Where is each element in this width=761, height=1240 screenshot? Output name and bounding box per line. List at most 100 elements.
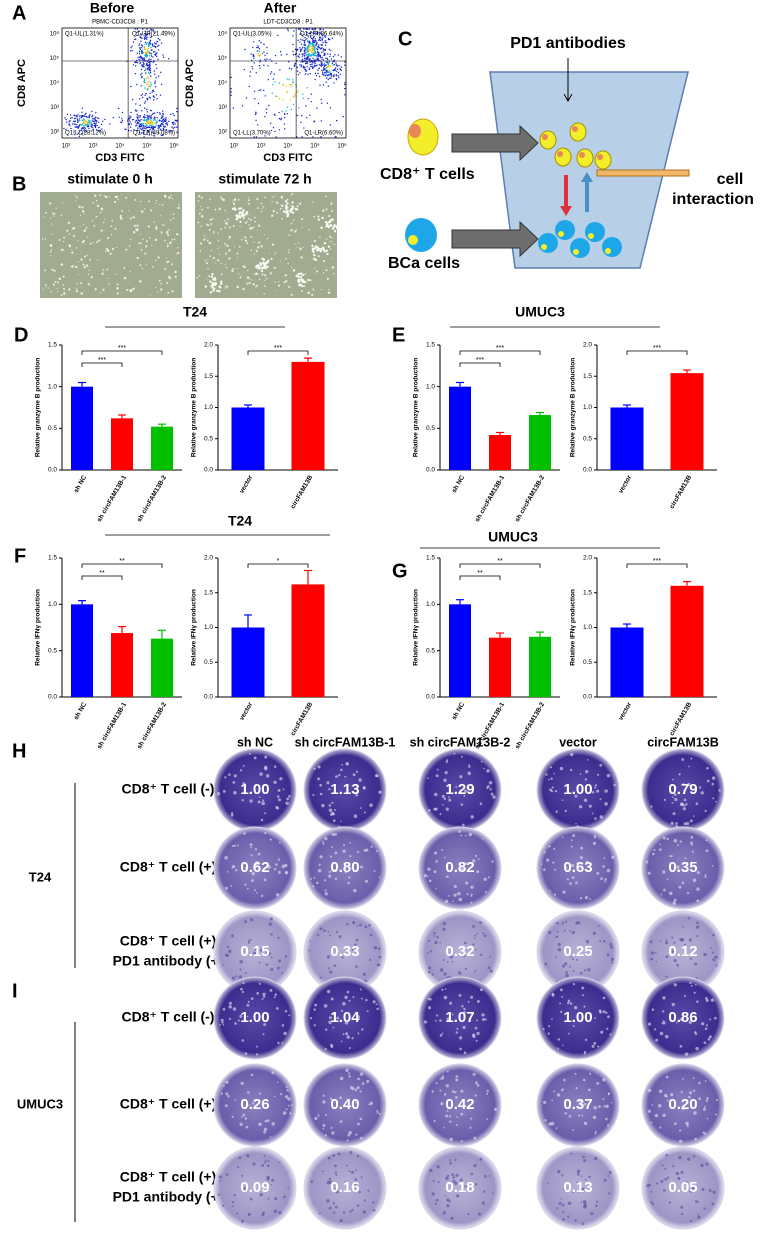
colony-speck [259, 772, 263, 776]
colony-speck [686, 1124, 689, 1128]
cell-speck [166, 242, 168, 245]
event-dot [266, 46, 268, 49]
event-dot [311, 49, 314, 52]
cell-speck [224, 226, 226, 229]
event-dot [301, 53, 304, 55]
colony-speck [689, 957, 692, 960]
colony-speck [682, 804, 686, 807]
colony-speck [706, 766, 709, 770]
event-dot [257, 46, 259, 49]
colony-speck [697, 1215, 701, 1219]
event-dot [333, 63, 336, 66]
event-dot [87, 124, 89, 127]
cell-speck [171, 239, 173, 241]
column-header: sh NC [237, 735, 273, 749]
colony-speck [479, 802, 483, 806]
event-dot [278, 98, 281, 100]
event-dot [157, 128, 159, 130]
colony-speck [342, 843, 346, 847]
colony-speck [653, 1028, 657, 1031]
colony-speck [372, 1201, 375, 1204]
event-dot [135, 125, 137, 127]
t-cell-cluster [539, 122, 612, 170]
colony-speck [486, 1092, 489, 1095]
condition-label: CD8⁺ T cell (+) [120, 1096, 216, 1112]
cell-speck [128, 210, 130, 212]
colony-speck [258, 961, 261, 964]
colony-speck [610, 1101, 613, 1104]
event-dot [142, 59, 145, 61]
cell-cluster [316, 248, 320, 252]
colony-speck [458, 1036, 463, 1040]
colony-speck [333, 869, 336, 872]
panel-label: B [12, 173, 26, 195]
colony-speck [675, 1021, 678, 1024]
cell-cluster [210, 275, 214, 278]
event-dot [151, 43, 153, 45]
colony-speck [476, 870, 480, 874]
colony-speck [319, 976, 322, 979]
block-arrow [451, 220, 539, 258]
colony-speck [367, 1189, 370, 1192]
colony-speck [263, 1130, 266, 1134]
event-dot [128, 117, 130, 119]
event-dot [146, 124, 148, 127]
cell-speck [167, 234, 170, 237]
event-dot [130, 123, 132, 125]
event-dot [326, 66, 329, 69]
cell-speck [236, 267, 238, 270]
cell-speck [115, 195, 119, 199]
cell-speck [331, 210, 333, 213]
cell-speck [288, 285, 291, 288]
event-dot [278, 82, 280, 84]
significance-bracket [626, 350, 688, 355]
event-dot [143, 126, 145, 128]
cell-speck [294, 243, 296, 245]
colony-speck [481, 1013, 485, 1017]
event-dot [158, 132, 160, 135]
y-tick-label: 1.0 [204, 624, 213, 631]
event-dot [334, 69, 336, 72]
colony-speck [684, 857, 687, 859]
event-dot [299, 28, 301, 30]
event-dot [269, 58, 271, 61]
event-dot [140, 118, 142, 121]
colony-speck [482, 932, 485, 935]
cell-speck [93, 224, 96, 227]
colony-speck [599, 1011, 602, 1014]
colony-speck [453, 884, 457, 889]
event-dot [321, 56, 324, 58]
colony-speck [423, 873, 428, 878]
event-dot [146, 118, 148, 121]
cell-speck [145, 240, 148, 243]
cell-speck [50, 291, 52, 293]
x-tick-label: sh circFAM13B-2 [136, 701, 168, 750]
event-dot [161, 116, 163, 119]
event-dot [303, 127, 305, 129]
colony-speck [662, 1189, 666, 1192]
bar [449, 604, 471, 697]
quadrant-label: Q1-LR(49.08%) [133, 131, 175, 137]
colony-speck [353, 1182, 357, 1186]
event-dot [138, 131, 141, 134]
cell-speck [140, 233, 142, 235]
event-dot [162, 124, 164, 126]
event-dot [313, 35, 315, 38]
event-dot [293, 30, 295, 32]
cell-speck [257, 207, 259, 209]
cell-speck [80, 292, 84, 295]
colony-speck [445, 760, 448, 764]
flow-title: After [264, 0, 297, 16]
colony-speck [467, 771, 472, 776]
event-dot [338, 77, 340, 79]
event-dot [316, 33, 318, 35]
cell-cluster [264, 264, 267, 267]
cell-speck [214, 208, 217, 211]
event-dot [310, 55, 313, 57]
colony-value: 0.25 [563, 943, 592, 960]
event-dot [140, 57, 142, 59]
event-dot [165, 122, 167, 125]
event-dot [121, 117, 123, 120]
colony-speck [674, 786, 677, 789]
cell-speck [227, 286, 229, 288]
